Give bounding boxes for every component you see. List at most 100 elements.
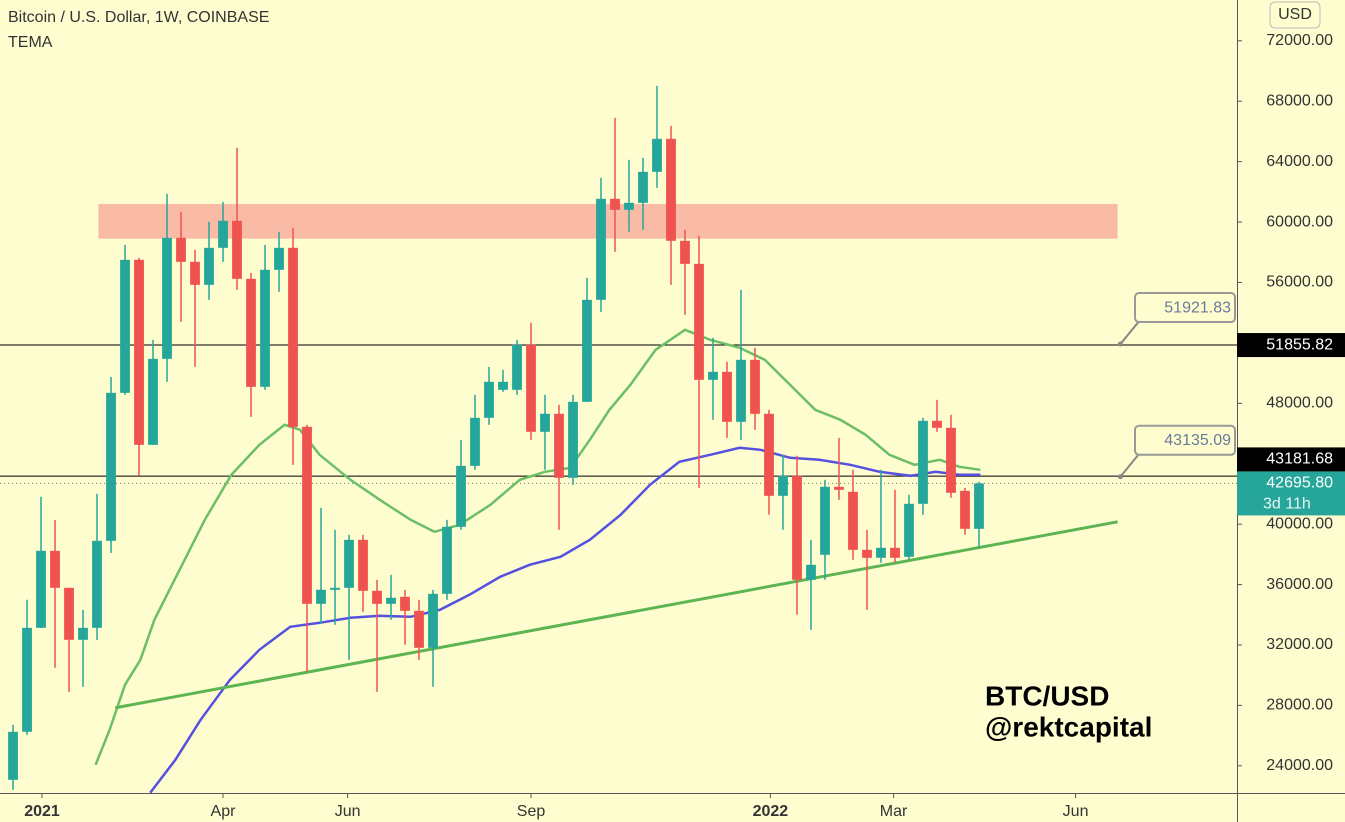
candle-body [876,547,886,558]
candle-body [218,220,228,248]
indicator-label: TEMA [8,34,53,51]
candle-body [862,549,872,558]
y-tick-label: 40000.00 [1266,515,1333,532]
candle-body [540,413,550,432]
resistance-zone [98,203,1118,239]
candle-body [358,539,368,591]
x-tick-label: Jun [335,803,361,820]
x-tick-label: Apr [211,803,237,820]
candle-body [960,490,970,529]
candle-body [106,392,116,541]
candle-body [764,413,774,496]
candle-body [344,539,354,588]
callout-label: 43135.09 [1164,432,1231,449]
candle-body [64,587,74,640]
candle-body [792,475,802,580]
candle-body [204,247,214,285]
candle-body [176,237,186,262]
y-tick-label: 72000.00 [1266,32,1333,49]
candle-body [120,259,130,393]
callout-box [1134,292,1236,324]
x-tick-label: Jun [1063,803,1089,820]
last-price-box [1237,471,1345,516]
candle-body [834,486,844,490]
candle-body [232,220,242,279]
price-line-box [1237,447,1345,472]
candle-body [974,483,984,529]
candle-body [330,587,340,590]
candle-body [778,475,788,496]
candle-body [806,564,816,580]
candle-body [134,259,144,445]
x-tick-label: Sep [517,803,546,820]
candle-body [260,269,270,387]
candle-body [484,381,494,418]
indicator-line [94,328,981,766]
currency-label[interactable]: USD [1278,6,1312,23]
candle-body [78,627,88,640]
candle-body [596,198,606,300]
candle-body [8,731,18,780]
candle-body [890,547,900,558]
candle-body [652,138,662,172]
indicator-line [149,446,981,793]
candle-body [148,358,158,445]
candle-body [302,426,312,604]
candle-body [274,247,284,270]
candle-body [50,550,60,588]
y-tick-label: 28000.00 [1266,697,1333,714]
currency-box[interactable] [1269,1,1321,29]
y-tick-label: 24000.00 [1266,757,1333,774]
candle-body [624,202,634,210]
candle-body [722,371,732,422]
x-tick-label: Mar [880,803,908,820]
candle-body [904,503,914,557]
candle-body [526,344,536,432]
candle-body [918,420,928,504]
price-line-label: 43181.68 [1266,451,1333,468]
chart-title: Bitcoin / U.S. Dollar, 1W, COINBASE [8,9,269,26]
candle-body [512,344,522,390]
candle-body [456,465,466,527]
callout-pointer [1119,319,1141,345]
callout-label: 51921.83 [1164,299,1231,316]
candle-body [288,247,298,427]
candle-body [400,596,410,611]
candle-body [190,261,200,285]
y-tick-label: 32000.00 [1266,636,1333,653]
price-line-box [1237,333,1345,358]
candle-body [750,359,760,414]
trend-line [114,520,1118,710]
candle-body [386,597,396,604]
candle-body [680,240,690,264]
candle-body [36,550,46,628]
candle-body [316,589,326,604]
candle-body [246,278,256,387]
y-tick-label: 48000.00 [1266,395,1333,412]
candle-body [92,540,102,628]
candle-body [442,526,452,594]
x-tick-label: 2021 [24,803,60,820]
y-tick-label: 36000.00 [1266,576,1333,593]
candle-body [372,590,382,604]
candle-body [22,627,32,732]
watermark: @rektcapital [985,711,1152,742]
candle-body [694,263,704,380]
candle-body [932,420,942,428]
x-tick-label: 2022 [753,803,789,820]
candle-body [498,381,508,390]
candle-body [666,138,676,241]
y-tick-label: 56000.00 [1266,274,1333,291]
candle-body [610,198,620,210]
candle-body [582,299,592,402]
candle-body [568,401,578,478]
candle-body [848,491,858,550]
candle-body [162,237,172,359]
candle-body [428,593,438,648]
y-tick-label: 60000.00 [1266,213,1333,230]
countdown-label: 3d 11h [1263,496,1311,513]
candle-body [554,413,564,478]
candle-body [638,171,648,203]
